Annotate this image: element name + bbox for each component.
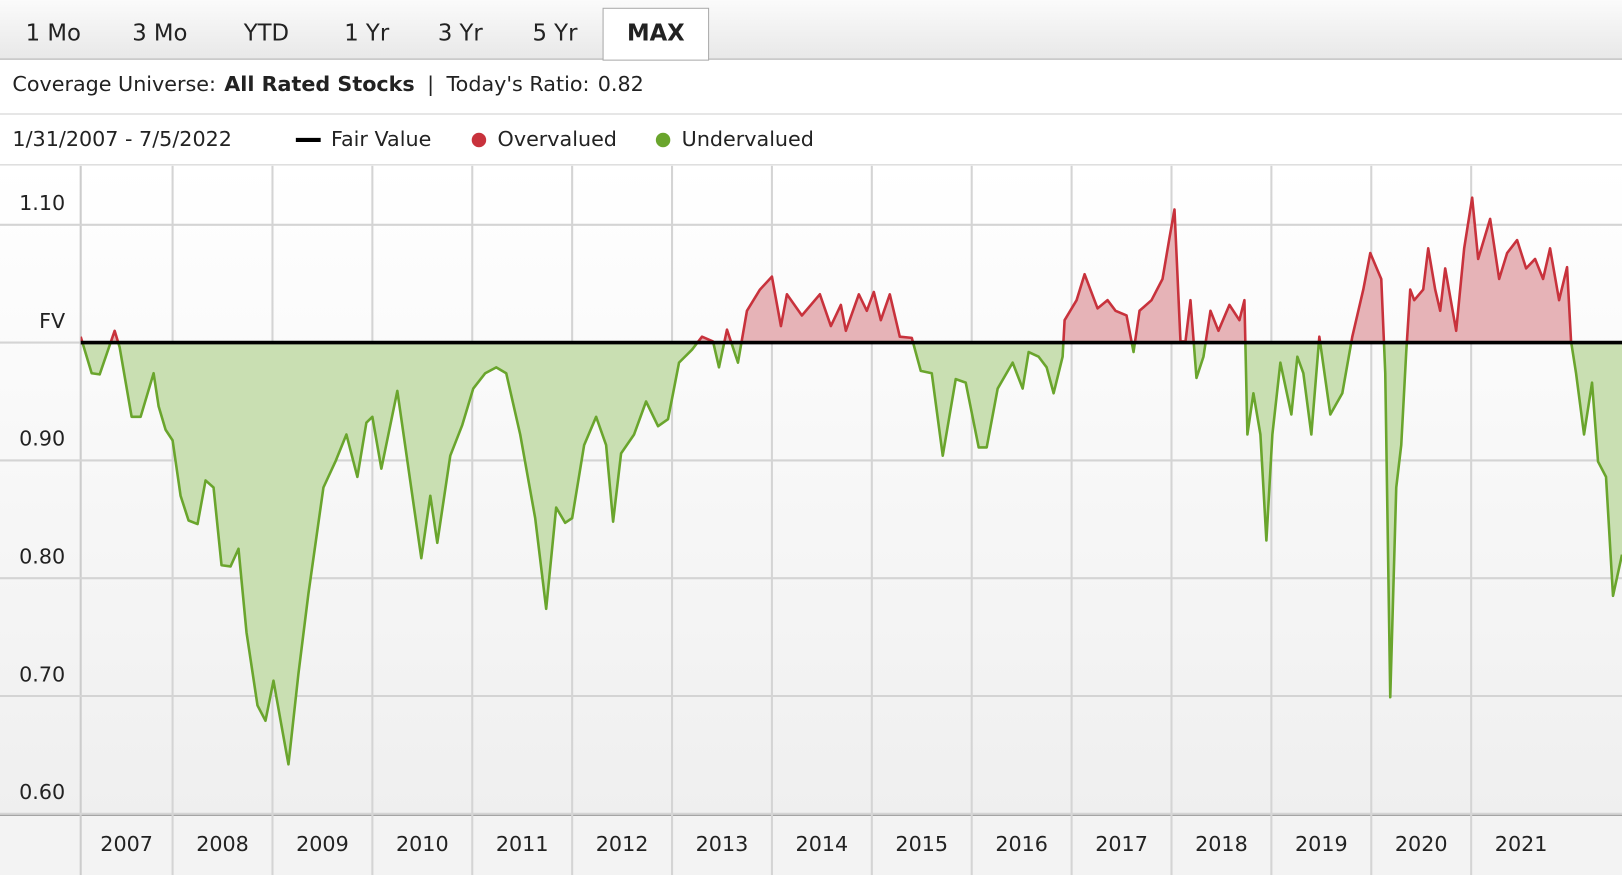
x-tick-label: 2010 <box>396 832 449 856</box>
x-tick-label: 2007 <box>100 832 153 856</box>
x-tick-label: 2008 <box>196 832 249 856</box>
line <box>81 342 1622 766</box>
tab[interactable]: 5 Yr <box>533 21 579 47</box>
ratio-label: Today's Ratio: <box>446 72 590 96</box>
y-tick-label: 0.70 <box>19 662 65 686</box>
x-tick-label: 2015 <box>895 832 948 856</box>
universe: All Rated Stocks <box>224 72 414 96</box>
x-tick-label: 2021 <box>1495 832 1548 856</box>
legend-label: Fair Value <box>331 127 431 151</box>
x-tick-label: 2016 <box>995 832 1048 856</box>
separator: | <box>427 72 434 97</box>
x-tick-label: 2009 <box>296 832 349 856</box>
date-range: 1/31/2007 - 7/5/2022 <box>12 127 232 151</box>
tab[interactable]: 1 Yr <box>344 21 390 47</box>
x-tick-label: 2011 <box>496 832 549 856</box>
y-tick-label: 0.60 <box>19 780 65 804</box>
tab[interactable]: 1 Mo <box>26 21 81 47</box>
x-axis-band <box>0 813 1622 875</box>
header-bg <box>0 60 1622 166</box>
tab-active-bg <box>602 7 710 61</box>
legend-dot <box>471 132 487 148</box>
legend-label: Overvalued <box>498 127 617 151</box>
tab-bar <box>0 0 1622 60</box>
y-tick-label: 0.80 <box>19 544 65 568</box>
y-tick-label: 0.90 <box>19 427 65 451</box>
y-tick-label: 1.10 <box>19 191 65 215</box>
x-tick-label: 2019 <box>1295 832 1348 856</box>
line <box>80 196 1573 343</box>
legend: Fair Value Overvalued Undervalued <box>295 127 814 151</box>
y-tick-label: FV <box>39 309 65 333</box>
tab[interactable]: YTD <box>243 21 289 47</box>
x-tick-label: 2020 <box>1395 832 1448 856</box>
x-tick-label: 2017 <box>1095 832 1148 856</box>
x-tick-label: 2013 <box>696 832 749 856</box>
area <box>80 342 1622 765</box>
tab[interactable]: MAX <box>627 21 685 47</box>
x-tick-label: 2018 <box>1195 832 1248 856</box>
summary: Coverage Universe: All Rated Stocks | Today… <box>12 72 643 97</box>
tab[interactable]: 3 Mo <box>132 21 187 47</box>
tab[interactable]: 3 Yr <box>438 21 484 47</box>
x-tick-label: 2012 <box>596 832 649 856</box>
ratio: 0.82 <box>598 72 644 96</box>
x-tick-label: 2014 <box>796 832 849 856</box>
legend-label: Undervalued <box>682 127 814 151</box>
universe-label: Coverage Universe: <box>12 72 216 96</box>
legend-dot <box>655 132 671 148</box>
